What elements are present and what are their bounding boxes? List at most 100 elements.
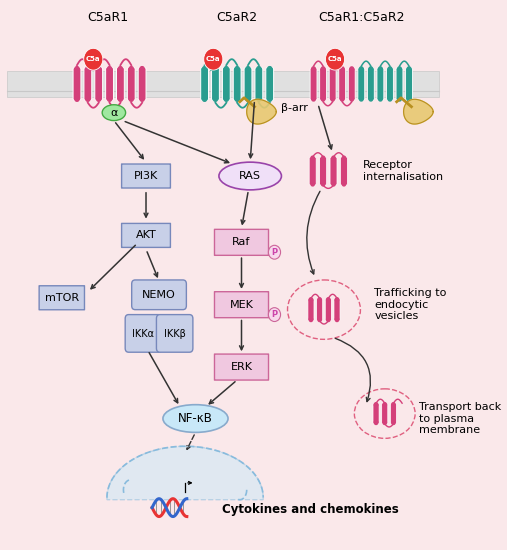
Circle shape [331,97,335,101]
FancyBboxPatch shape [330,157,337,185]
Circle shape [397,67,402,72]
FancyBboxPatch shape [127,68,135,100]
Circle shape [129,96,133,101]
Circle shape [75,96,79,101]
FancyBboxPatch shape [233,68,241,100]
Circle shape [383,403,386,406]
FancyBboxPatch shape [122,164,170,188]
Circle shape [318,298,321,302]
Circle shape [246,96,250,101]
FancyBboxPatch shape [105,68,114,100]
Circle shape [312,67,315,72]
Text: P: P [271,310,277,319]
Circle shape [224,96,229,101]
Circle shape [321,67,325,72]
FancyBboxPatch shape [244,68,252,100]
Text: C5a: C5a [206,56,221,62]
Text: C5a: C5a [86,56,100,62]
Text: mTOR: mTOR [45,293,79,303]
Ellipse shape [354,389,415,438]
Circle shape [388,67,392,72]
Circle shape [213,96,218,101]
Text: Trafficking to
endocytic
vesicles: Trafficking to endocytic vesicles [374,288,447,321]
FancyBboxPatch shape [201,68,208,100]
Circle shape [107,96,112,101]
FancyBboxPatch shape [348,68,355,100]
Circle shape [309,317,313,322]
Ellipse shape [219,162,281,190]
Text: C5aR2: C5aR2 [216,10,258,24]
Circle shape [140,96,144,101]
Circle shape [321,182,325,186]
FancyBboxPatch shape [377,68,384,100]
Circle shape [331,67,335,72]
Text: NF-κB: NF-κB [178,412,213,425]
Text: IKKα: IKKα [132,329,155,339]
FancyBboxPatch shape [341,157,347,185]
Circle shape [202,67,207,72]
FancyBboxPatch shape [308,299,314,321]
Polygon shape [247,100,276,124]
Text: MEK: MEK [230,300,254,310]
Circle shape [321,156,325,160]
Circle shape [340,67,344,72]
Circle shape [359,67,363,72]
Text: AKT: AKT [136,230,156,240]
Circle shape [379,97,382,101]
FancyBboxPatch shape [223,68,230,100]
FancyBboxPatch shape [373,404,379,424]
Circle shape [268,307,280,322]
Text: IKKβ: IKKβ [164,329,186,339]
FancyBboxPatch shape [396,68,403,100]
Circle shape [235,67,239,72]
FancyBboxPatch shape [39,286,85,310]
FancyBboxPatch shape [334,299,340,321]
Circle shape [213,67,218,72]
FancyBboxPatch shape [310,68,317,100]
FancyBboxPatch shape [255,68,263,100]
Circle shape [383,421,386,425]
Circle shape [96,96,101,101]
Circle shape [309,298,313,302]
Circle shape [96,67,101,72]
FancyBboxPatch shape [320,68,327,100]
Circle shape [332,156,335,160]
Circle shape [350,67,354,72]
Circle shape [312,97,315,101]
Circle shape [392,403,395,406]
Circle shape [374,403,378,406]
Circle shape [235,96,239,101]
Circle shape [369,67,373,72]
FancyBboxPatch shape [132,280,187,310]
Circle shape [335,298,339,302]
Text: ERK: ERK [231,362,252,372]
FancyBboxPatch shape [406,68,413,100]
Circle shape [325,48,345,70]
FancyBboxPatch shape [95,68,102,100]
Circle shape [374,421,378,425]
Text: C5aR1: C5aR1 [87,10,128,24]
Text: P: P [271,248,277,257]
FancyBboxPatch shape [390,404,396,424]
Bar [7,71,439,97]
Polygon shape [107,446,263,500]
Circle shape [392,421,395,425]
FancyBboxPatch shape [266,68,274,100]
Text: Cytokines and chemokines: Cytokines and chemokines [222,503,399,516]
Ellipse shape [163,405,228,432]
Circle shape [397,97,402,101]
FancyBboxPatch shape [214,354,269,380]
Ellipse shape [102,104,126,120]
Circle shape [335,317,339,322]
FancyBboxPatch shape [319,157,327,185]
Circle shape [246,67,250,72]
Text: RAS: RAS [239,171,261,181]
FancyBboxPatch shape [117,68,124,100]
Circle shape [327,298,330,302]
FancyBboxPatch shape [73,68,81,100]
Text: Raf: Raf [232,238,250,248]
Circle shape [202,96,207,101]
FancyBboxPatch shape [329,68,336,100]
Circle shape [268,245,280,259]
Circle shape [224,67,229,72]
